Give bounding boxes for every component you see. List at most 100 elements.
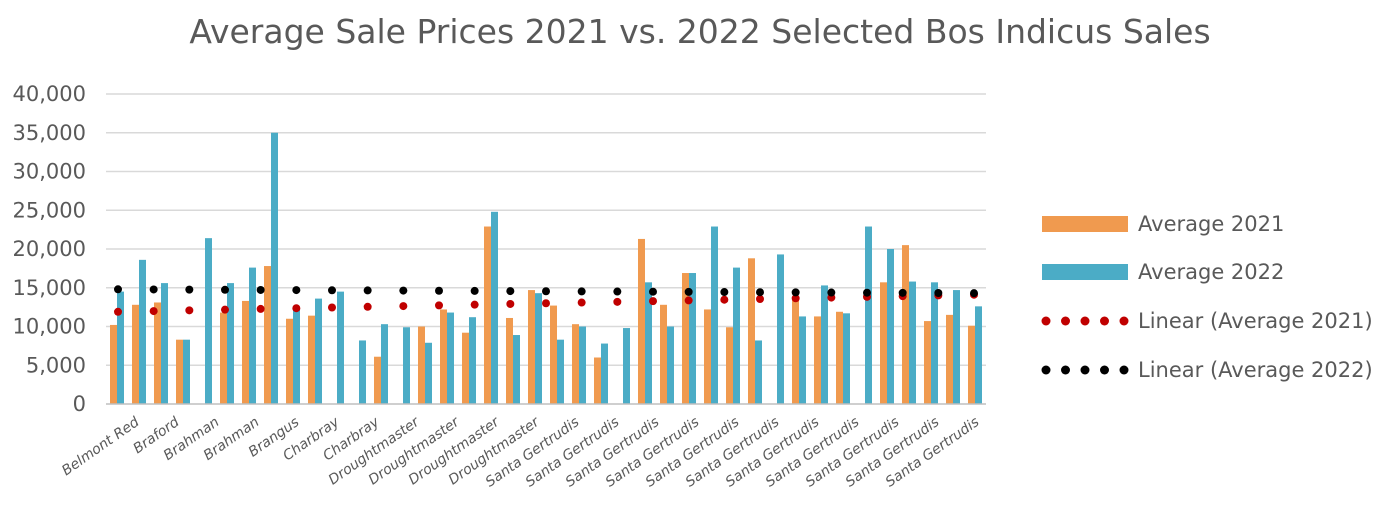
- bar-2021: [132, 304, 139, 404]
- bar-2022: [359, 340, 366, 404]
- bar-2021: [748, 258, 755, 404]
- trendline-2022-dot: [292, 286, 301, 295]
- bar-2022: [733, 267, 740, 404]
- trendline-2022-dot: [756, 288, 764, 297]
- bar-2022: [491, 211, 498, 404]
- legend-label: Average 2022: [1138, 260, 1284, 284]
- bar-2021: [814, 316, 821, 404]
- y-axis-ticks: 0 5,000 10,000 15,000 20,000 25,000 30,000 35,0…: [13, 82, 86, 416]
- y-tick-label: 20,000: [13, 237, 86, 261]
- trendline-2021-dot: [185, 306, 194, 315]
- bar-2022: [777, 254, 784, 404]
- bar-2022: [931, 282, 938, 404]
- gridlines: [106, 93, 986, 366]
- trendline-2021-dot: [756, 294, 764, 303]
- trendline-2022-dot: [720, 288, 729, 297]
- trendline-2022-dot: [256, 285, 265, 294]
- bar-2021: [792, 296, 799, 404]
- bar-2021: [440, 309, 447, 404]
- legend-swatch-dot: [1061, 316, 1070, 326]
- y-tick-label: 40,000: [13, 82, 86, 106]
- bar-2022: [601, 343, 608, 404]
- trendline-2022-dot: [149, 285, 158, 294]
- trendline-2021-dot: [328, 303, 336, 312]
- trendline-2021-dot: [649, 297, 657, 306]
- trendline-2022-dot: [898, 288, 907, 297]
- trendline-2022-dot: [934, 289, 943, 298]
- trendline-2021-dot: [149, 307, 158, 316]
- bar-2022: [865, 226, 872, 404]
- bar-2022: [909, 281, 916, 404]
- bar-2021: [704, 309, 711, 404]
- bar-2022: [513, 335, 520, 404]
- y-tick-label: 15,000: [13, 276, 86, 300]
- bar-2021: [176, 339, 183, 404]
- trendline-2022-dot: [863, 288, 871, 297]
- trendline-2022-dot: [542, 287, 550, 296]
- trendline-2021-dot: [470, 300, 479, 309]
- bar-2021: [418, 326, 425, 404]
- bar-2022: [249, 267, 256, 404]
- legend-swatch-dot: [1119, 365, 1129, 375]
- legend-swatch-dot: [1100, 316, 1109, 326]
- bar-2022: [425, 342, 432, 404]
- trendline-2021-dot: [114, 307, 122, 316]
- bar-2021: [374, 356, 381, 404]
- bar-2021: [220, 312, 227, 404]
- bar-2022: [821, 285, 828, 404]
- bars: [110, 132, 982, 404]
- trendline-2022-dot: [435, 286, 443, 295]
- bar-2021: [682, 273, 689, 404]
- trendline-2021-dot: [399, 302, 408, 311]
- trendline-2022-dot: [506, 287, 515, 296]
- trendline-2021-dot: [577, 298, 586, 307]
- legend-swatch-dot: [1080, 316, 1090, 326]
- legend-swatch-dot: [1080, 365, 1090, 375]
- bar-2022: [117, 291, 124, 404]
- bar-2021: [946, 314, 953, 404]
- trendline-2022-dot: [970, 289, 978, 298]
- legend-label: Average 2021: [1138, 212, 1284, 236]
- y-tick-label: 35,000: [13, 121, 86, 145]
- trendline-2022-dot: [649, 287, 657, 296]
- legend-label: Linear (Average 2022): [1138, 358, 1373, 382]
- legend-swatch-dot: [1041, 365, 1051, 375]
- y-tick-label: 5,000: [26, 353, 86, 377]
- trendline-2022-dot: [827, 288, 836, 297]
- x-tick-label: Belmont Red: [59, 414, 142, 479]
- bar-2021: [902, 245, 909, 404]
- chart-title: Average Sale Prices 2021 vs. 2022 Select…: [189, 12, 1211, 51]
- bar-2022: [623, 328, 630, 404]
- bar-2022: [293, 307, 300, 404]
- bar-2022: [183, 339, 190, 404]
- bar-2022: [161, 283, 168, 404]
- trendline-2021-dot: [506, 299, 515, 308]
- trendline-2022-dot: [613, 287, 622, 296]
- bar-2021: [726, 327, 733, 404]
- trendlines: [114, 285, 978, 316]
- bar-2022: [205, 238, 212, 404]
- legend-swatch-dot: [1061, 365, 1070, 375]
- bar-2022: [139, 259, 146, 404]
- bar-2022: [667, 326, 674, 404]
- trendline-2022-dot: [328, 286, 336, 295]
- trendline-2021-dot: [435, 301, 443, 310]
- bar-2022: [535, 293, 542, 404]
- bar-2021: [528, 290, 535, 404]
- bar-2022: [887, 249, 894, 404]
- bar-2021: [660, 304, 667, 404]
- trendline-2022-dot: [577, 287, 586, 296]
- bar-2022: [337, 291, 344, 404]
- y-tick-label: 0: [73, 392, 86, 416]
- bar-2022: [579, 326, 586, 404]
- bar-2021: [110, 324, 117, 404]
- legend: Average 2021 Average 2022 Linear (Average …: [1041, 212, 1373, 382]
- bar-2021: [242, 300, 249, 404]
- bar-2021: [462, 332, 469, 404]
- bar-2022: [843, 313, 850, 404]
- bar-2021: [594, 357, 601, 404]
- bar-2022: [711, 226, 718, 404]
- trendline-2021-dot: [292, 304, 301, 313]
- bar-2022: [689, 273, 696, 404]
